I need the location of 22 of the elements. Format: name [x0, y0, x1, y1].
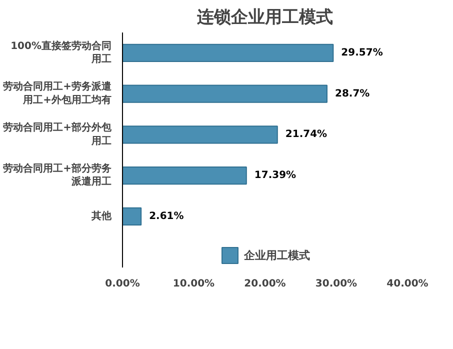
y-tick-label: 100%直接签劳动合同用工 — [10, 40, 112, 66]
bar — [122, 126, 278, 144]
x-tick-label: 10.00% — [172, 278, 215, 290]
chart-title: 连锁企业用工模式 — [196, 8, 333, 28]
data-label: 2.61% — [149, 210, 184, 222]
bar — [122, 166, 247, 185]
bar — [122, 44, 334, 62]
x-tick-label: 20.00% — [244, 278, 286, 290]
data-label: 17.39% — [254, 170, 296, 182]
data-label: 28.7% — [334, 88, 370, 100]
y-tick-label: 劳动合同用工+部分劳务派遣用工 — [3, 162, 112, 188]
x-tick-label: 40.00% — [386, 278, 428, 290]
y-tick-label: 其他 — [90, 210, 112, 222]
x-tick-label: 0.00% — [105, 278, 140, 290]
bar — [122, 84, 328, 103]
data-label: 29.57% — [341, 47, 383, 58]
y-tick-label: 劳动合同用工+部分外包用工 — [3, 122, 112, 147]
bar — [122, 207, 142, 226]
y-tick-label: 劳动合同用工+劳务派遣用工+外包用工均有 — [3, 80, 112, 106]
legend-label: 企业用工模式 — [244, 248, 310, 262]
data-label: 21.74% — [285, 129, 328, 140]
x-tick-label: 30.00% — [315, 278, 358, 290]
